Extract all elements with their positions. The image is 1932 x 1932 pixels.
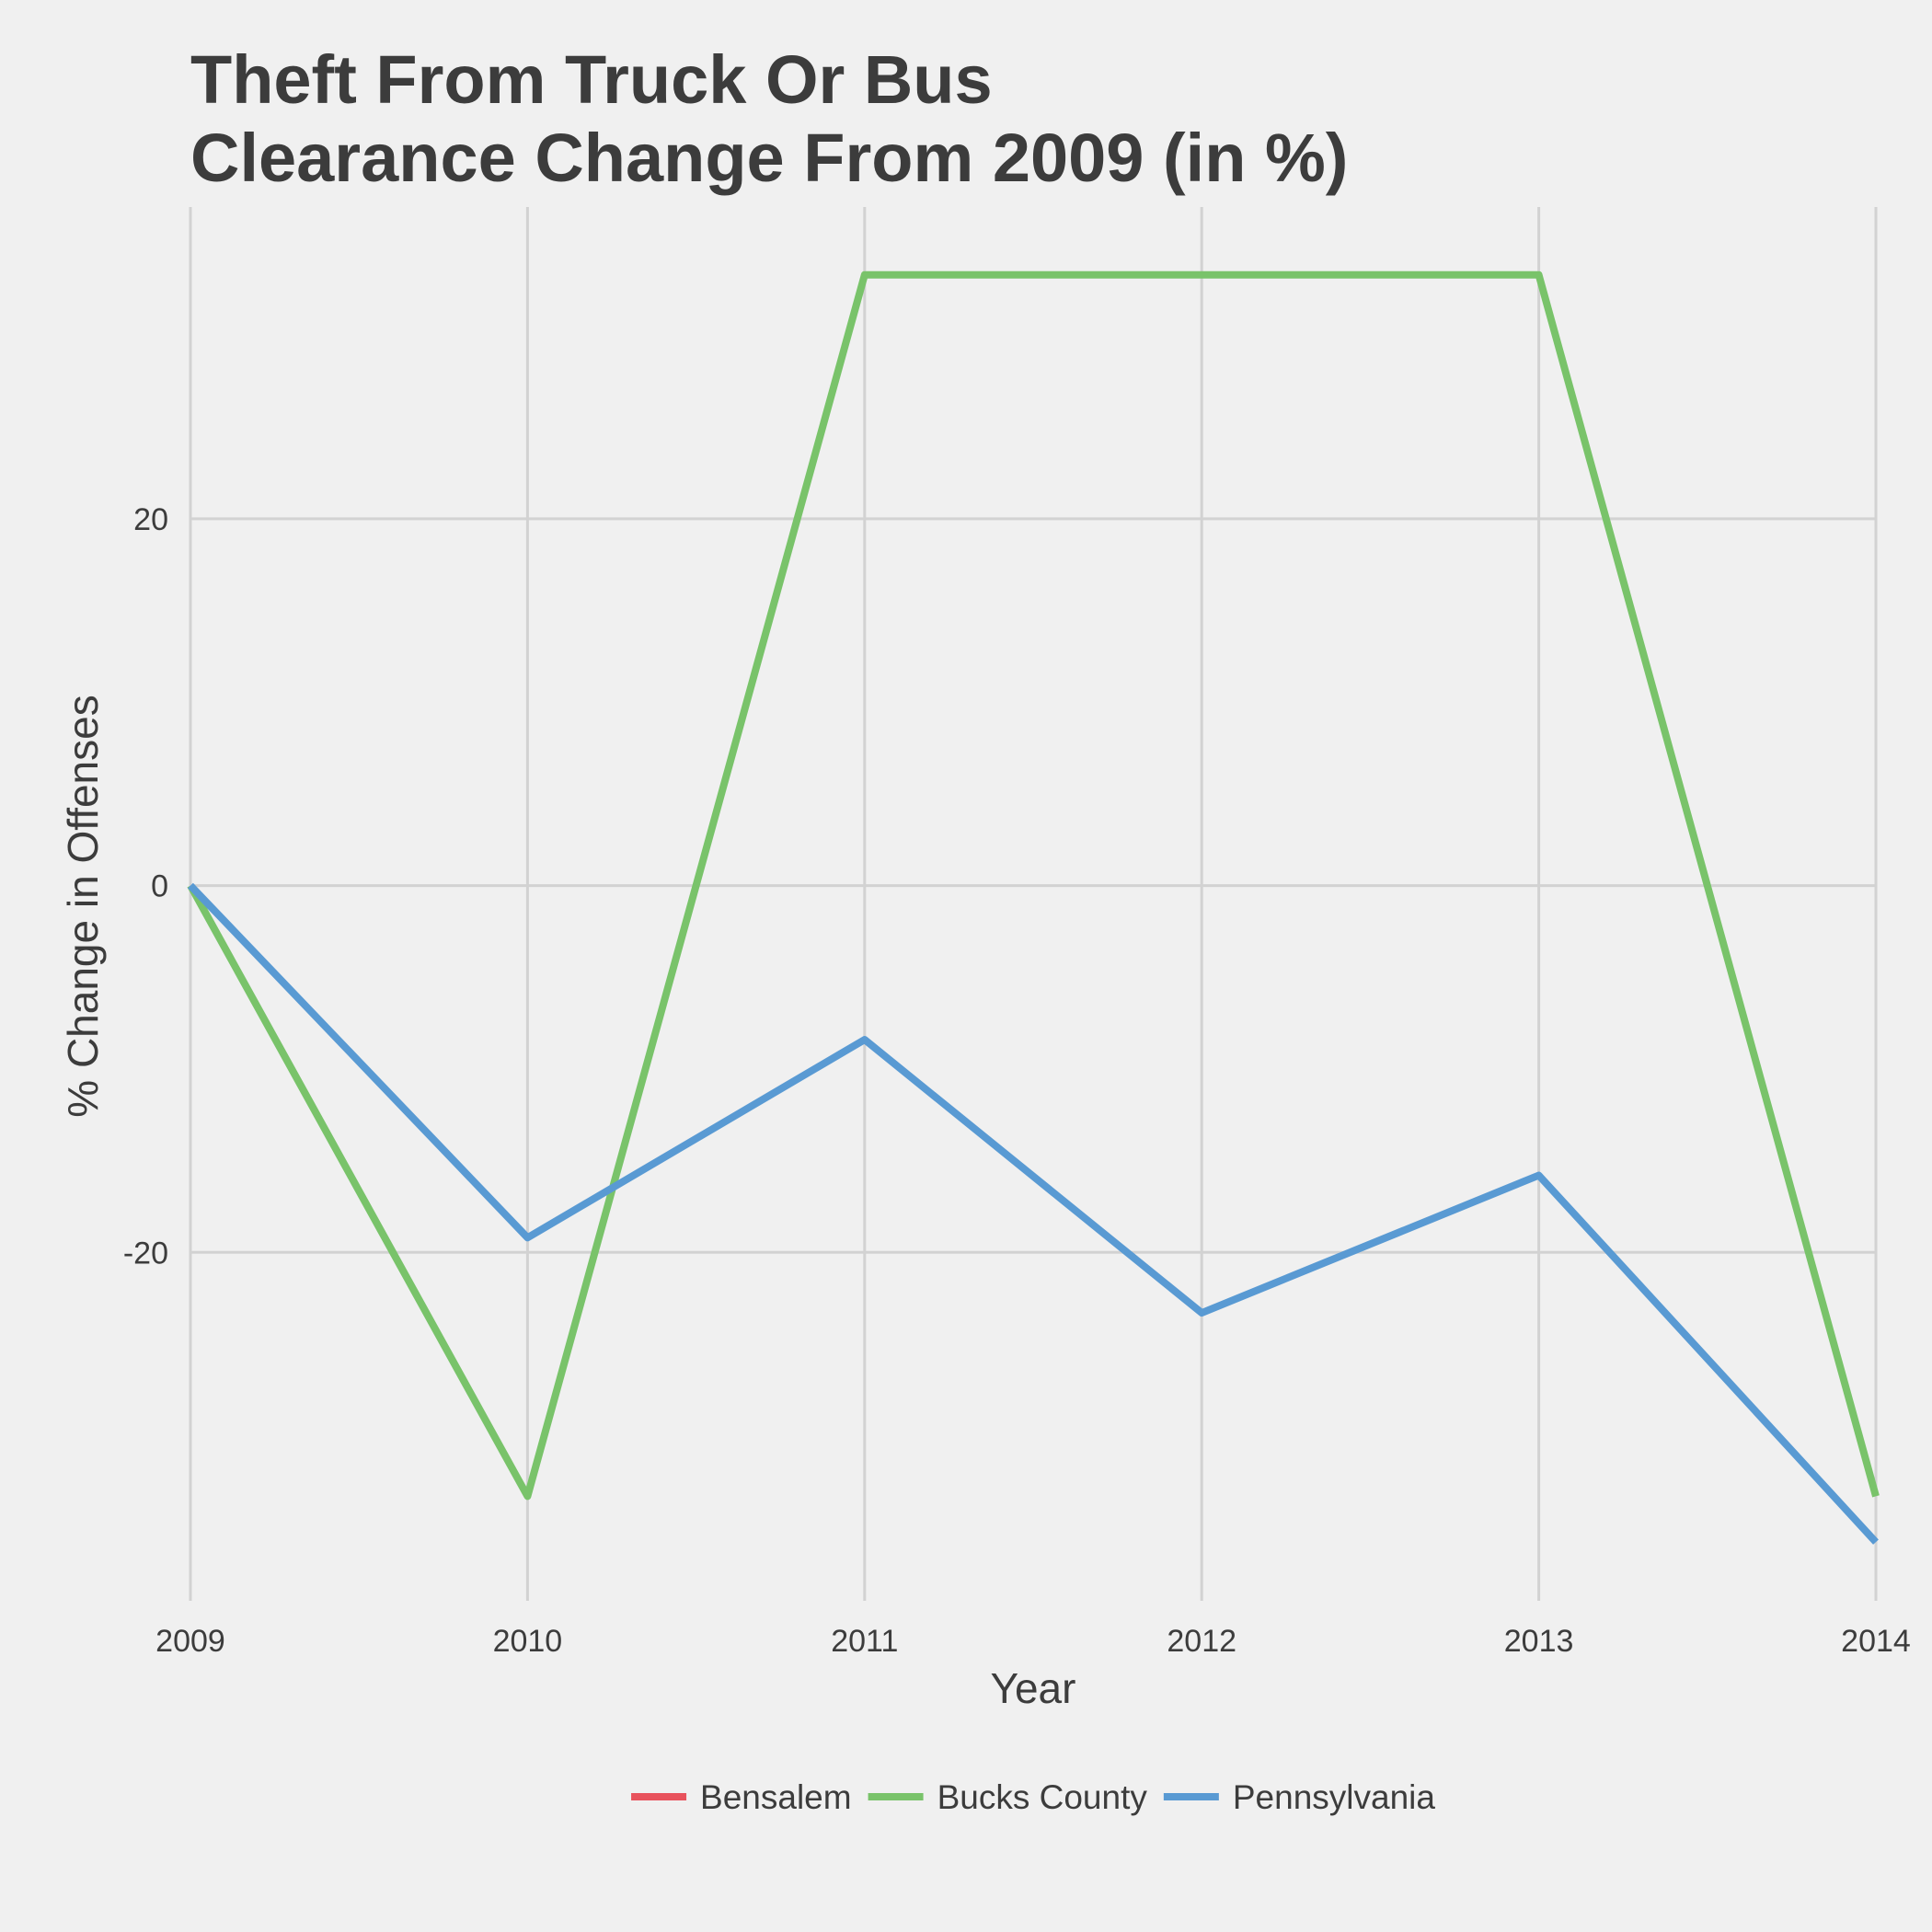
x-tick-label: 2010 [493,1624,563,1659]
legend-item: Bucks County [868,1778,1148,1816]
x-tick-label: 2013 [1504,1624,1574,1659]
x-tick-label: 2012 [1167,1624,1236,1659]
legend-item: Pennsylvania [1163,1778,1436,1816]
y-axis-title: % Change in Offenses [59,695,107,1117]
x-tick-label: 2009 [155,1624,225,1659]
series-line-bucks-county [187,270,1880,1501]
x-gridlines [189,207,1878,1601]
y-tick-label: -20 [123,1236,168,1271]
legend: Bensalem Bucks County Pennsylvania [631,1778,1435,1816]
legend-item: Bensalem [631,1778,852,1816]
chart-title-line-1: Theft From Truck Or Bus [190,41,993,118]
x-tick-label: 2014 [1841,1624,1911,1659]
x-axis-title: Year [991,1664,1076,1712]
series-line-pennsylvania [188,882,1879,1545]
y-tick-label: 0 [151,869,168,904]
legend-label: Pennsylvania [1233,1778,1436,1816]
y-tick-label: 20 [133,502,168,537]
legend-label: Bucks County [937,1778,1148,1816]
y-tick-labels: -20 0 20 [123,502,168,1271]
x-tick-label: 2011 [831,1624,898,1659]
x-tick-labels: 2009 2010 2011 2012 2013 2014 [155,1624,1911,1659]
series-lines [187,270,1880,1545]
legend-label: Bensalem [700,1778,852,1816]
y-gridlines [190,517,1876,1254]
chart-title-line-2: Clearance Change From 2009 (in %) [190,120,1348,196]
